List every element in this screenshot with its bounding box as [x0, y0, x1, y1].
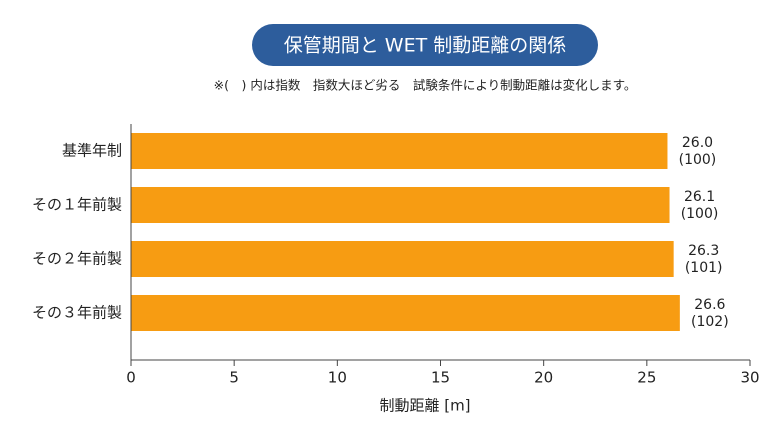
y-tick-label: その３年前製 — [32, 304, 122, 322]
bar — [131, 133, 668, 169]
x-tick-label: 0 — [126, 369, 136, 387]
x-axis-label: 制動距離 [m] — [379, 397, 470, 415]
bar — [131, 187, 670, 223]
value-label: 26.6 — [694, 297, 725, 313]
value-label: 26.1 — [684, 189, 715, 205]
y-tick-label: 基準年制 — [62, 142, 122, 160]
bar — [131, 295, 680, 331]
x-tick-label: 25 — [637, 369, 656, 387]
index-label: (101) — [685, 260, 723, 276]
y-tick-label: その１年前製 — [32, 196, 122, 214]
x-tick-label: 30 — [740, 369, 759, 387]
index-label: (102) — [691, 314, 729, 330]
subtitle: ※( ) 内は指数 指数大ほど劣る 試験条件により制動距離は変化します。 — [214, 78, 637, 93]
index-label: (100) — [679, 152, 717, 168]
value-label: 26.0 — [682, 135, 713, 151]
index-label: (100) — [681, 206, 719, 222]
value-label: 26.3 — [688, 243, 719, 259]
x-tick-label: 20 — [534, 369, 553, 387]
bar — [131, 241, 674, 277]
x-tick-label: 10 — [328, 369, 347, 387]
y-tick-label: その２年前製 — [32, 250, 122, 268]
x-tick-label: 5 — [229, 369, 239, 387]
x-tick-label: 15 — [431, 369, 450, 387]
chart-title: 保管期間と WET 制動距離の関係 — [284, 35, 566, 57]
title-pill — [252, 24, 598, 66]
